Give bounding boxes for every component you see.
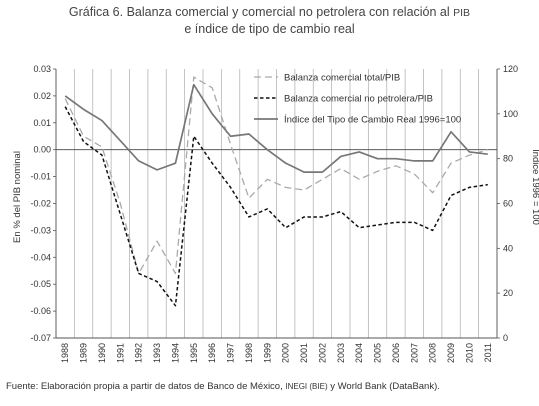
- x-tick-label: 1998: [244, 343, 254, 363]
- left-tick-label: 0.02: [33, 91, 51, 101]
- x-tick-label: 1993: [152, 343, 162, 363]
- x-tick-label: 1990: [97, 343, 107, 363]
- chart-title-line2: e índice de tipo de cambio real: [184, 22, 355, 36]
- x-tick-label: 2000: [281, 343, 291, 363]
- legend: Balanza comercial total/PIB Balanza comer…: [254, 73, 461, 126]
- y-axis-label: En % del PIB nominal: [12, 151, 23, 243]
- left-tick-label: -0.01: [30, 172, 51, 182]
- chart-title: Gráfica 6. Balanza comercial y comercial…: [0, 4, 539, 37]
- x-tick-label: 2011: [483, 343, 493, 362]
- tick-labels: 0.03 0.02 0.01 0.00 -0.01 -0.02 -0.03 -0.04 -0.0…: [30, 64, 518, 363]
- legend-label-3: Índice del Tipo de Cambio Real 1996=100: [284, 115, 461, 126]
- right-tick-label: 80: [503, 154, 513, 164]
- y2-axis-label: Índice 1996 = 100: [530, 149, 539, 225]
- legend-label-1: Balanza comercial total/PIB: [284, 73, 400, 84]
- left-tick-label: -0.02: [30, 199, 51, 209]
- x-tick-label: 1999: [262, 343, 272, 363]
- right-tick-label: 120: [503, 64, 518, 74]
- x-tick-label: 2001: [299, 343, 309, 363]
- x-tick-label: 2008: [428, 343, 438, 363]
- x-tick-label: 1996: [207, 343, 217, 363]
- series-line-2: [64, 106, 488, 307]
- chart-title-pib: PIB: [453, 7, 471, 19]
- legend-label-2: Balanza comercial no petrolera/PIB: [284, 94, 433, 105]
- series-lines: [64, 76, 488, 307]
- x-tick-label: 1997: [226, 343, 236, 363]
- x-tick-label: 2002: [317, 343, 327, 363]
- left-tick-label: 0.03: [33, 64, 51, 74]
- right-tick-label: 60: [503, 199, 513, 209]
- left-tick-label: -0.03: [30, 225, 51, 235]
- right-tick-label: 0: [503, 333, 508, 343]
- source-inegi: INEGI (BIE): [285, 382, 328, 391]
- x-tick-label: 1995: [189, 343, 199, 363]
- x-tick-label: 2010: [464, 343, 474, 363]
- x-tick-label: 1992: [134, 343, 144, 363]
- x-tick-label: 2006: [391, 343, 401, 363]
- right-tick-label: 100: [503, 109, 518, 119]
- x-tick-label: 2004: [354, 343, 364, 363]
- chart-title-line1: Gráfica 6. Balanza comercial y comercial…: [68, 5, 471, 19]
- left-tick-label: 0.01: [33, 118, 51, 128]
- x-tick-label: 1991: [115, 343, 125, 363]
- left-tick-label: -0.04: [30, 252, 51, 262]
- grid-lines: [55, 69, 498, 338]
- series-line-3: [64, 83, 488, 173]
- x-tick-label: 2003: [336, 343, 346, 363]
- left-tick-label: 0.00: [33, 145, 51, 155]
- x-tick-label: 1994: [170, 343, 180, 363]
- x-tick-label: 2007: [409, 343, 419, 363]
- left-tick-label: -0.07: [30, 333, 51, 343]
- x-tick-label: 2009: [446, 343, 456, 363]
- x-tick-label: 2005: [373, 343, 383, 363]
- left-tick-label: -0.05: [30, 279, 51, 289]
- right-tick-label: 20: [503, 288, 513, 298]
- x-tick-label: 1988: [60, 343, 70, 363]
- left-tick-label: -0.06: [30, 306, 51, 316]
- x-tick-label: 1989: [79, 343, 89, 363]
- right-tick-label: 40: [503, 243, 513, 253]
- source-note: Fuente: Elaboración propia a partir de d…: [6, 381, 440, 392]
